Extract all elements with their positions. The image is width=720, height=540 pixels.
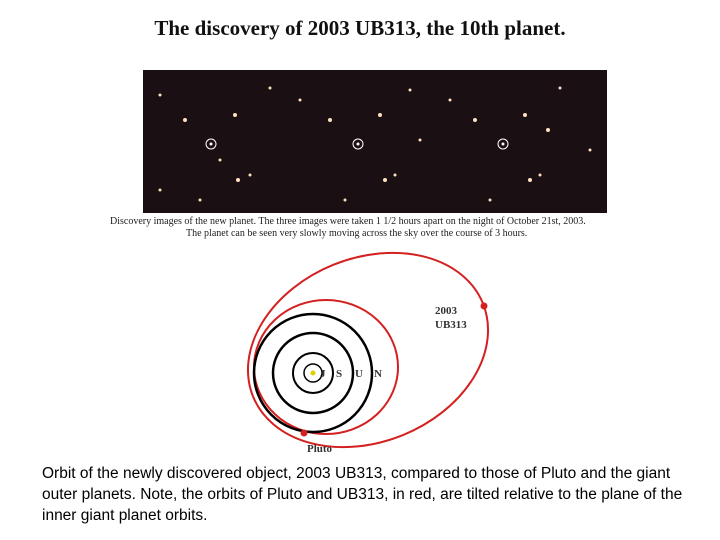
pluto-marker bbox=[300, 429, 308, 437]
slide-caption: Orbit of the newly discovered object, 20… bbox=[42, 465, 683, 524]
target-dots bbox=[209, 142, 505, 146]
image-caption: The planet can be seen very slowly movin… bbox=[186, 228, 527, 239]
stars bbox=[158, 86, 592, 202]
star-field bbox=[143, 70, 607, 213]
planet-label: U bbox=[355, 368, 363, 380]
figure: Discovery images of the new planet. The … bbox=[110, 70, 607, 455]
ub313-marker bbox=[480, 302, 488, 310]
object-label: UB313 bbox=[435, 319, 467, 331]
orbits bbox=[246, 251, 490, 449]
slide-title: The discovery of 2003 UB313, the 10th pl… bbox=[154, 16, 566, 40]
object-label: 2003 bbox=[435, 305, 458, 317]
image-caption: Discovery images of the new planet. The … bbox=[110, 216, 586, 227]
planet-label: N bbox=[374, 368, 382, 380]
target-markers bbox=[205, 138, 509, 150]
planet-label: S bbox=[336, 368, 342, 380]
planet-label: J bbox=[320, 368, 326, 380]
pluto-label: Pluto bbox=[307, 443, 333, 455]
sun bbox=[310, 370, 316, 376]
